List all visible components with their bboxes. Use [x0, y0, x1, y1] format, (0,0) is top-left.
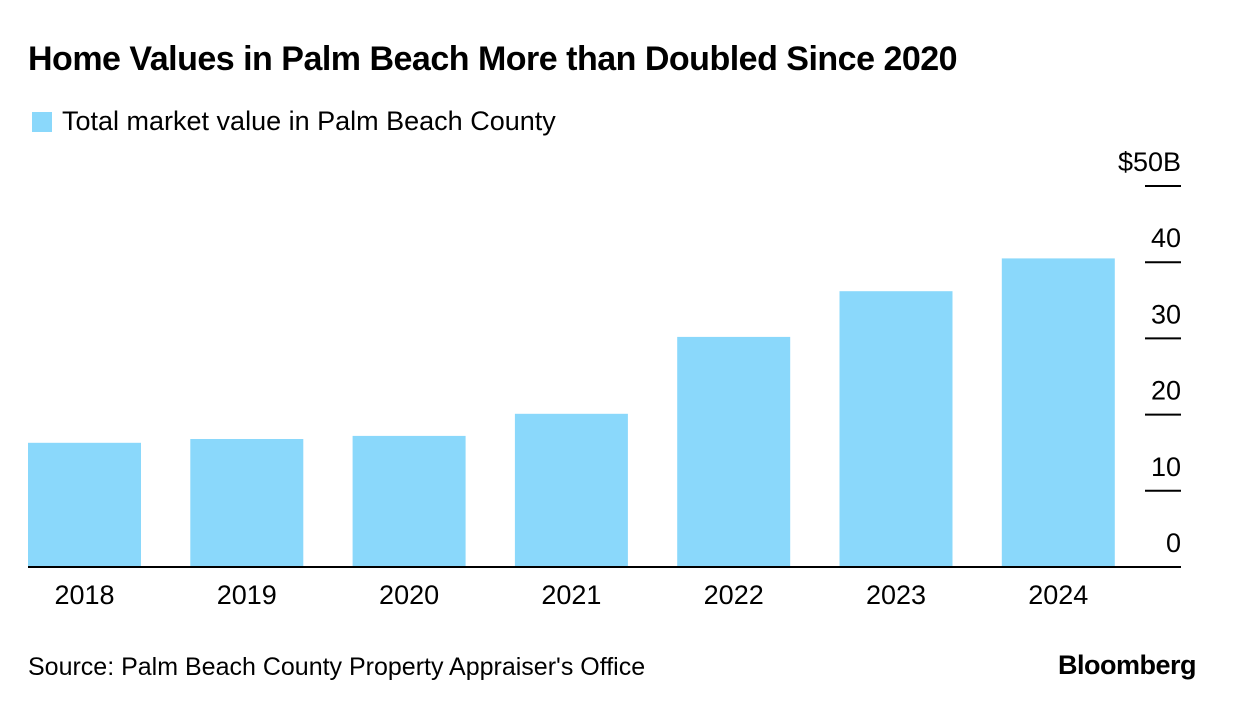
x-tick-label: 2021: [541, 580, 601, 610]
y-tick-label: 30: [1151, 299, 1181, 329]
chart-title: Home Values in Palm Beach More than Doub…: [28, 40, 958, 78]
chart-legend: Total market value in Palm Beach County: [32, 106, 556, 137]
bar: [28, 442, 141, 567]
bar: [1001, 258, 1115, 567]
x-tick-label: 2019: [217, 580, 277, 610]
x-tick-label: 2022: [704, 580, 764, 610]
legend-label: Total market value in Palm Beach County: [62, 106, 556, 136]
y-tick-label: 10: [1151, 452, 1181, 482]
bloomberg-logo: Bloomberg: [1057, 650, 1197, 680]
bar: [677, 336, 791, 567]
bar: [839, 291, 953, 567]
x-tick-label: 2023: [866, 580, 926, 610]
y-tick-label: $50B: [1118, 147, 1181, 177]
x-tick-label: 2018: [54, 580, 114, 610]
legend-swatch: [32, 111, 52, 132]
x-tick-label: 2024: [1028, 580, 1088, 610]
y-tick-label: 0: [1166, 528, 1181, 558]
y-tick-label: 40: [1151, 223, 1181, 253]
bar: [190, 439, 304, 567]
y-tick-label: 20: [1151, 376, 1181, 406]
source-note: Source: Palm Beach County Property Appra…: [28, 653, 646, 681]
x-tick-label: 2020: [379, 580, 439, 610]
bar: [352, 435, 466, 567]
bar: [514, 413, 628, 567]
